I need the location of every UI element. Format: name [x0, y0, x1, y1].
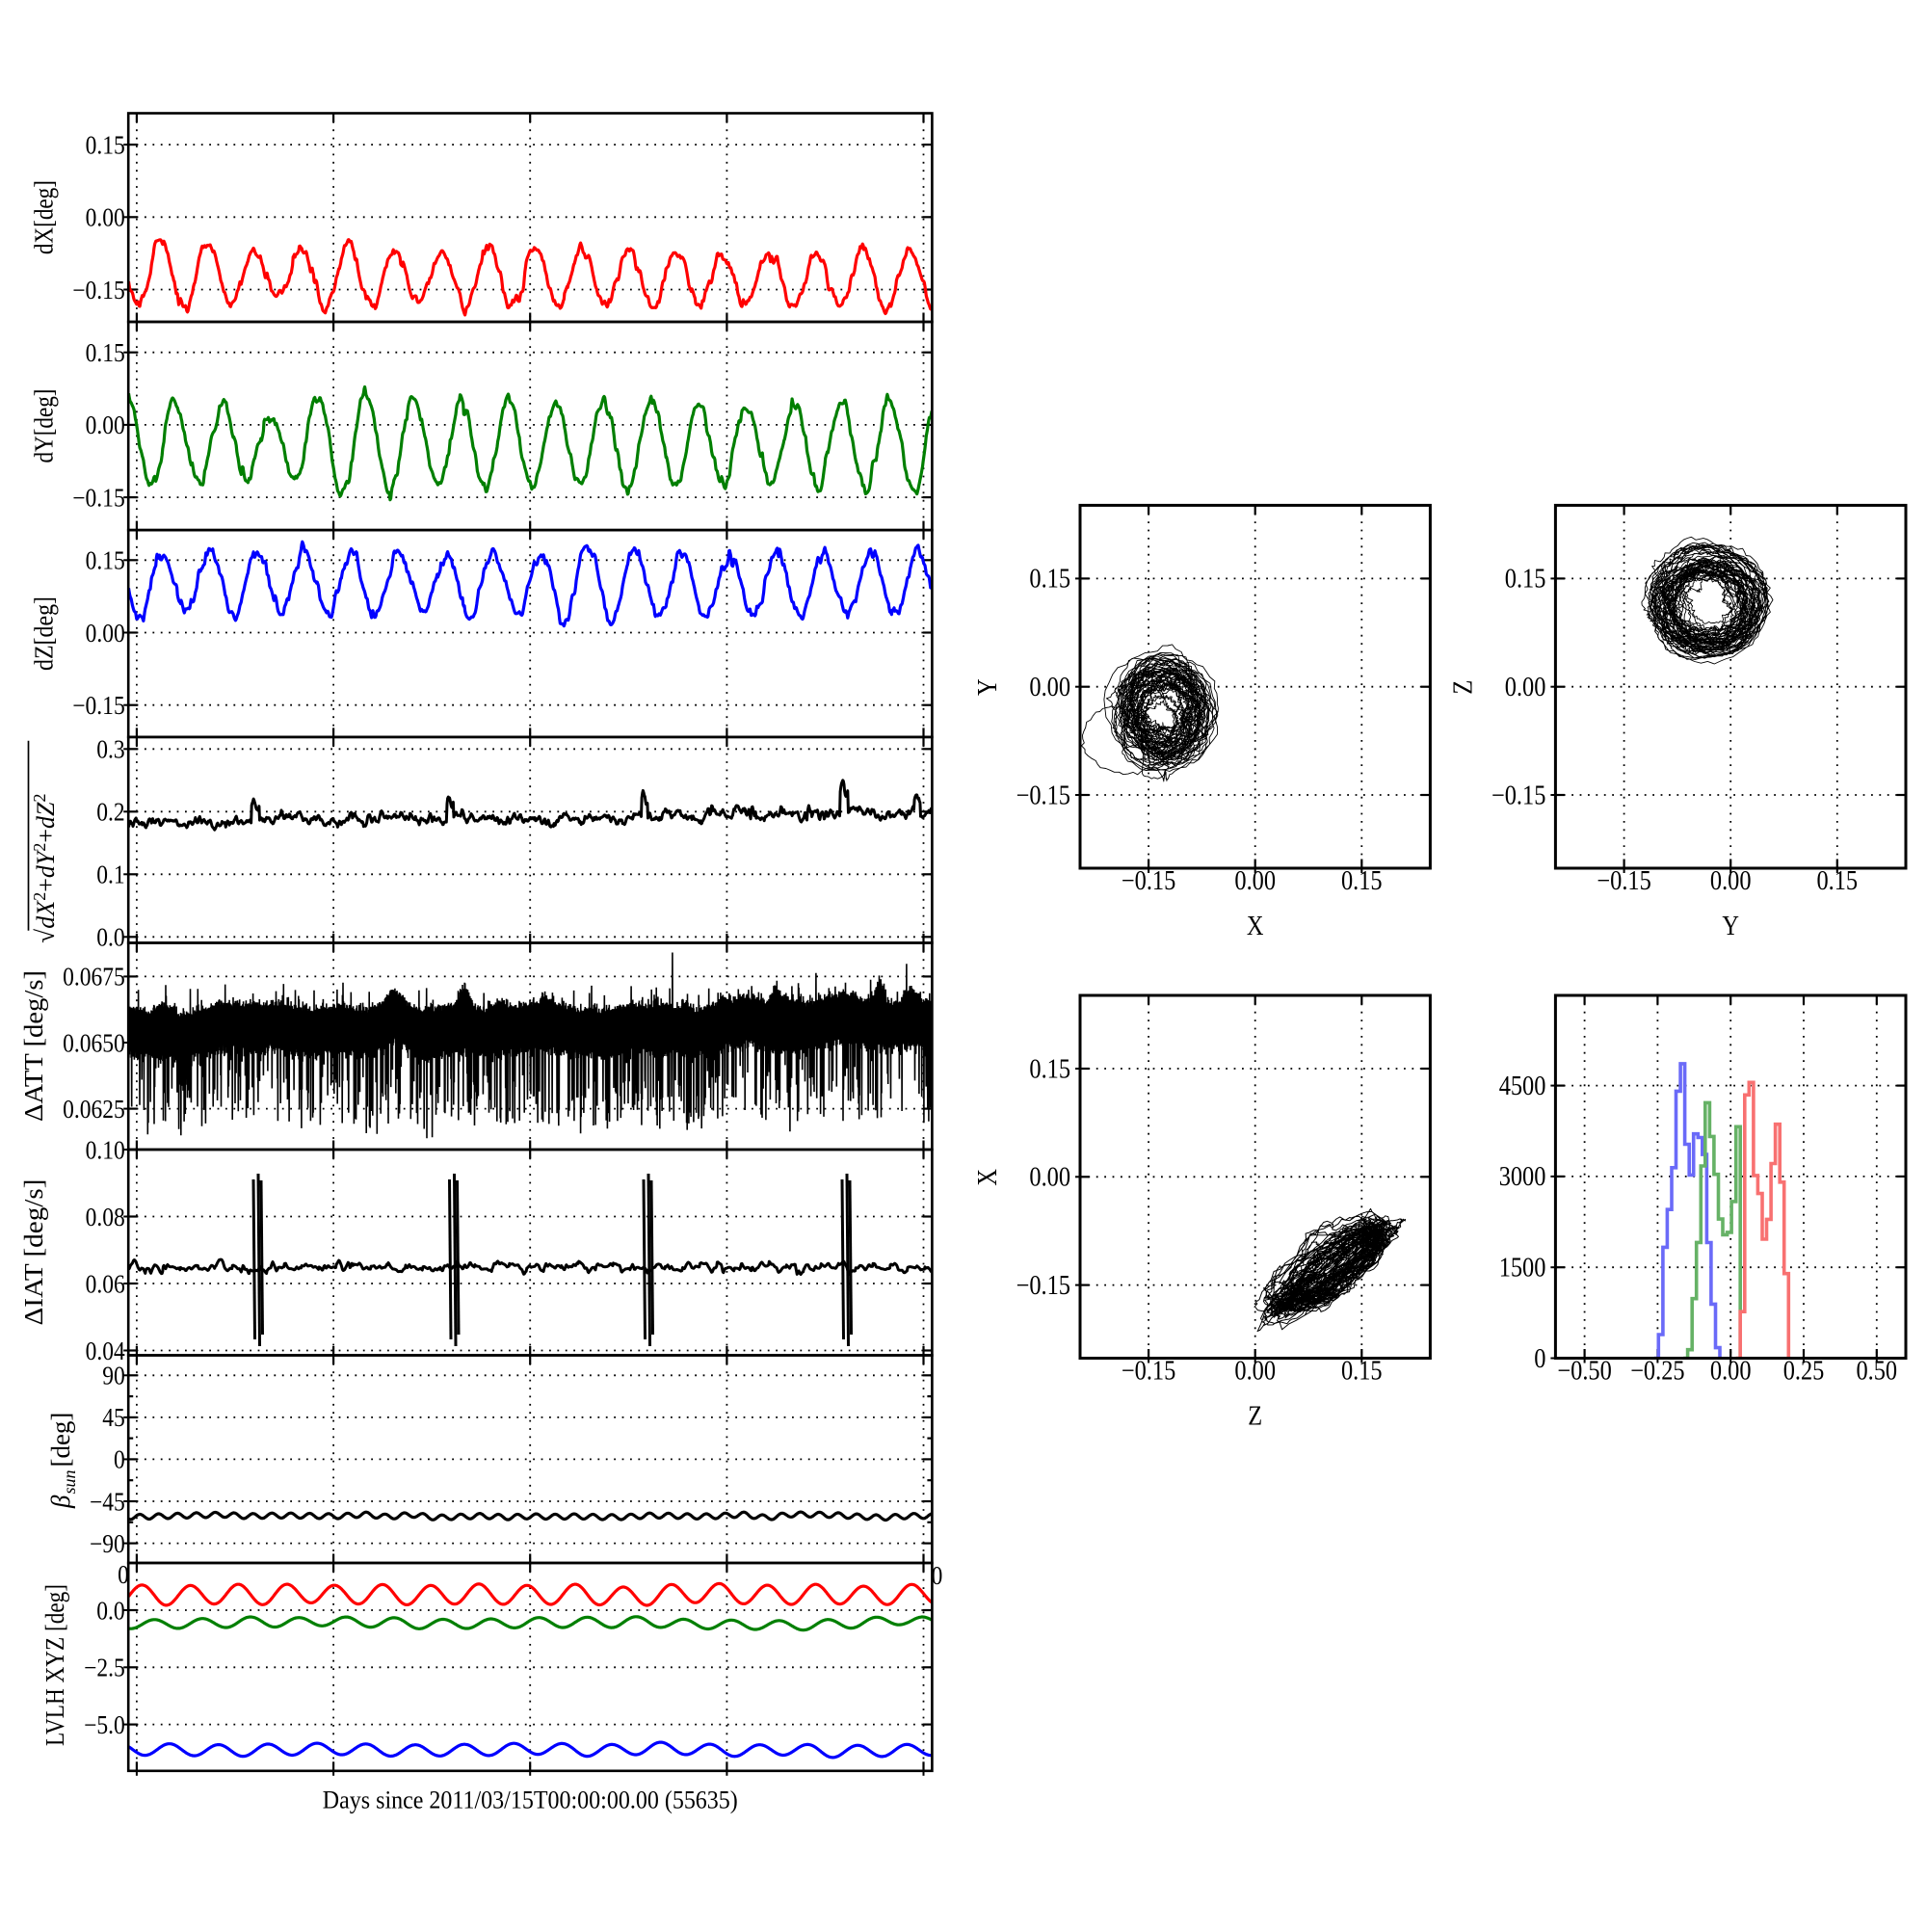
svg-text:−0.15: −0.15	[72, 483, 124, 512]
svg-text:0: 0	[932, 1561, 943, 1590]
svg-text:0.00: 0.00	[1710, 1357, 1752, 1387]
svg-text:3000: 3000	[1499, 1162, 1546, 1192]
svg-text:0.2: 0.2	[96, 798, 124, 827]
svg-text:−0.15: −0.15	[1122, 1357, 1175, 1387]
svg-text:0.00: 0.00	[86, 203, 125, 232]
svg-text:0.15: 0.15	[1817, 866, 1859, 896]
svg-text:4500: 4500	[1499, 1072, 1546, 1101]
svg-text:−0.15: −0.15	[72, 276, 124, 304]
svg-text:0.15: 0.15	[86, 130, 125, 159]
svg-text:−0.15: −0.15	[1016, 781, 1070, 810]
svg-text:0.00: 0.00	[1505, 673, 1546, 702]
svg-text:1500: 1500	[1499, 1254, 1546, 1284]
svg-text:0.00: 0.00	[1234, 1357, 1276, 1387]
svg-text:0.15: 0.15	[1505, 565, 1546, 595]
svg-text:0.00: 0.00	[1029, 673, 1070, 702]
svg-text:−0.25: −0.25	[1630, 1357, 1684, 1387]
svg-text:0.15: 0.15	[1341, 866, 1383, 896]
svg-text:LVLH XYZ [deg]: LVLH XYZ [deg]	[40, 1584, 69, 1746]
svg-text:−0.50: −0.50	[1557, 1357, 1611, 1387]
svg-text:−0.15: −0.15	[72, 691, 124, 720]
svg-text:45: 45	[102, 1403, 125, 1432]
svg-text:Z: Z	[1448, 680, 1478, 695]
svg-text:0.15: 0.15	[1029, 1054, 1070, 1084]
svg-text:90: 90	[102, 1362, 125, 1390]
svg-text:−2.5: −2.5	[84, 1654, 125, 1682]
svg-text:dZ[deg]: dZ[deg]	[30, 596, 59, 671]
svg-text:0.00: 0.00	[1710, 866, 1752, 896]
svg-text:0.15: 0.15	[1029, 565, 1070, 595]
svg-text:βsun[deg]: βsun[deg]	[46, 1413, 79, 1509]
svg-text:dY[deg]: dY[deg]	[30, 389, 59, 463]
svg-text:0.06: 0.06	[86, 1269, 125, 1298]
svg-text:ΔATT [deg/s]: ΔATT [deg/s]	[19, 970, 48, 1122]
svg-text:X: X	[973, 1169, 1003, 1186]
svg-text:−90: −90	[90, 1529, 125, 1558]
svg-text:dX[deg]: dX[deg]	[30, 180, 59, 254]
svg-text:dX2+dY2+dZ2: dX2+dY2+dZ2	[30, 794, 60, 929]
svg-text:ΔIAT [deg/s]: ΔIAT [deg/s]	[19, 1179, 48, 1326]
svg-text:0.04: 0.04	[86, 1337, 126, 1365]
svg-text:0.1: 0.1	[96, 860, 124, 889]
svg-text:0.08: 0.08	[86, 1203, 125, 1231]
svg-text:Y: Y	[1722, 912, 1739, 941]
svg-text:0.0625: 0.0625	[63, 1095, 125, 1124]
svg-text:−0.15: −0.15	[1597, 866, 1650, 896]
svg-text:Y: Y	[973, 678, 1003, 696]
svg-text:0: 0	[114, 1445, 125, 1474]
svg-text:0.0: 0.0	[96, 923, 124, 952]
svg-text:−45: −45	[90, 1487, 125, 1516]
svg-text:0.0650: 0.0650	[63, 1028, 125, 1057]
svg-text:0: 0	[118, 1560, 129, 1589]
svg-text:0.0675: 0.0675	[63, 963, 125, 992]
svg-text:0.00: 0.00	[86, 410, 125, 439]
svg-text:−0.15: −0.15	[1122, 866, 1175, 896]
svg-text:X: X	[1247, 912, 1264, 941]
svg-text:0.15: 0.15	[86, 546, 125, 575]
svg-text:0.00: 0.00	[1029, 1163, 1070, 1193]
svg-text:Z: Z	[1248, 1402, 1262, 1432]
svg-text:0.25: 0.25	[1783, 1357, 1825, 1387]
svg-text:0.50: 0.50	[1857, 1357, 1898, 1387]
svg-text:0.15: 0.15	[1341, 1357, 1383, 1387]
svg-text:0.0: 0.0	[96, 1596, 124, 1625]
svg-text:0.15: 0.15	[86, 338, 125, 367]
svg-text:0.00: 0.00	[86, 619, 125, 648]
svg-text:0.10: 0.10	[86, 1135, 125, 1164]
svg-text:−0.15: −0.15	[1491, 781, 1545, 810]
svg-text:−0.15: −0.15	[1016, 1271, 1070, 1301]
svg-text:√: √	[31, 929, 60, 943]
svg-text:Days since 2011/03/15T00:00:00: Days since 2011/03/15T00:00:00.00 (55635…	[323, 1786, 738, 1814]
svg-text:0: 0	[1534, 1344, 1545, 1374]
svg-text:0.3: 0.3	[96, 735, 124, 764]
svg-text:0.00: 0.00	[1234, 866, 1276, 896]
svg-text:−5.0: −5.0	[84, 1710, 125, 1739]
